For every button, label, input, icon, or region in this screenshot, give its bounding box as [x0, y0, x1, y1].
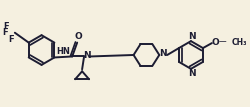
- Text: N: N: [160, 48, 167, 57]
- Text: O: O: [212, 38, 220, 47]
- Text: F: F: [3, 22, 9, 31]
- Text: —: —: [219, 38, 226, 47]
- Text: CH₃: CH₃: [232, 38, 247, 47]
- Text: F: F: [2, 28, 8, 37]
- Text: F: F: [8, 35, 14, 44]
- Text: N: N: [188, 69, 196, 78]
- Text: N: N: [83, 51, 91, 60]
- Text: O: O: [74, 32, 82, 41]
- Text: HN: HN: [56, 47, 70, 56]
- Text: N: N: [188, 32, 196, 41]
